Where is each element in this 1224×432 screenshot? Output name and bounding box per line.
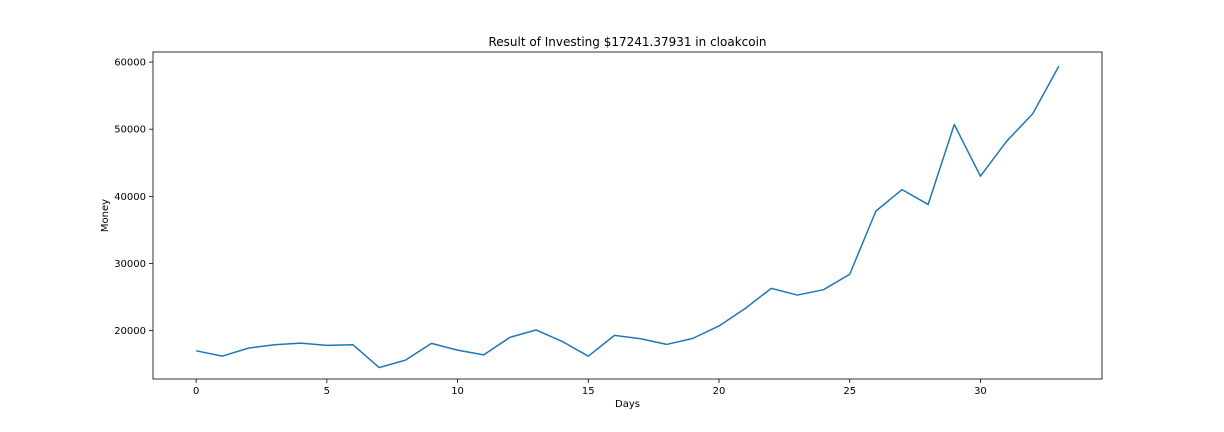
x-tick-label: 5 — [324, 386, 330, 397]
y-axis-label: Money — [100, 199, 111, 232]
x-tick-label: 30 — [974, 386, 987, 397]
y-tick-label: 60000 — [114, 58, 146, 69]
x-tick-label: 20 — [713, 386, 726, 397]
y-tick-label: 40000 — [114, 192, 146, 203]
y-axis: 20000 30000 40000 50000 60000 — [114, 58, 153, 337]
plot-frame — [152, 51, 1103, 380]
y-tick-label: 30000 — [114, 259, 146, 270]
y-tick-label: 50000 — [114, 125, 146, 136]
x-axis-label: Days — [615, 399, 640, 410]
x-tick-label: 10 — [451, 386, 464, 397]
chart-title: Result of Investing $17241.37931 in cloa… — [488, 35, 766, 49]
x-tick-label: 0 — [193, 386, 199, 397]
plot-area — [152, 51, 1103, 380]
y-tick-label: 20000 — [114, 326, 146, 337]
series-line-0 — [195, 65, 1060, 369]
x-tick-label: 25 — [843, 386, 856, 397]
x-tick-label: 15 — [582, 386, 595, 397]
x-axis: 0 5 10 15 20 25 30 — [193, 379, 987, 397]
